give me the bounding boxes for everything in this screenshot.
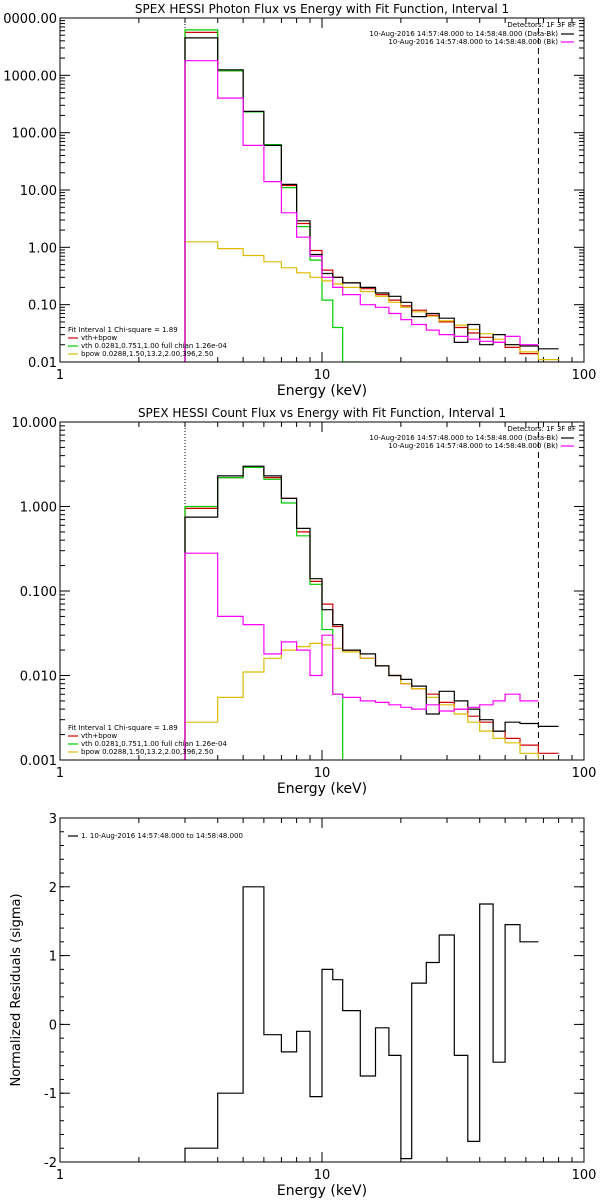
plot-area [184,422,559,760]
x-tick-label: 100 [572,1168,597,1183]
x-tick-label: 1 [56,368,64,383]
x-tick-label: 10 [314,766,331,781]
chart-title: SPEX HESSI Count Flux vs Energy with Fit… [138,406,506,420]
legend-left-text: vth+bpow [81,732,117,740]
series-bk-line [184,552,539,760]
y-tick-label: 3 [49,812,57,827]
series-data-bk-line [184,37,559,362]
y-tick-label: 10.000 [12,416,58,431]
y-tick-label: 0000.00 [3,12,57,27]
y-tick-label: 1 [49,950,57,965]
x-tick-label: 100 [572,368,597,383]
series-1-10-aug-2016-14-57-48-000-to-14-58-48-000-line [184,886,539,1162]
y-ticks [60,17,584,363]
x-axis-label: Energy (keV) [277,383,367,399]
legend-left-text: Fit Interval 1 Chi-square = 1.89 [68,724,178,732]
detectors-label: Detectors: 1F 3F 8F [507,21,576,29]
y-tick-label: 1000.00 [3,69,57,84]
y-tick-label: 1.00 [28,241,57,256]
y-tick-label: -2 [44,1156,57,1171]
series-vth-line [184,29,361,362]
x-ticks [59,818,573,1162]
legend-left-text: 1. 10-Aug-2016 14:57:48.000 to 14:58:48.… [81,832,243,840]
y-tick-label: 0.010 [20,670,57,685]
x-tick-label: 10 [314,368,331,383]
chart-title: SPEX HESSI Photon Flux vs Energy with Fi… [135,2,509,16]
y-axis-label: Normalized Residuals (sigma) [9,893,24,1086]
legend-left-text: bpow 0.0288,1.50,13.2,2.00,396,2.50 [81,350,213,358]
x-ticks [59,18,573,362]
series-vth-line [184,466,344,760]
chart-panel-3: 1 10 100 -2 -1 0 1 2 3 Energy (keV) Normalized Res… [9,812,596,1199]
y-tick-label: 1.000 [20,501,57,516]
series-data-bk-line [184,465,559,760]
y-tick-label: -1 [44,1087,57,1102]
legend-right-text: 10-Aug-2016 14:57:48.000 to 14:58:48.000… [388,38,558,46]
y-tick-label: 0.10 [28,299,57,314]
series-bk-line [184,60,539,362]
chart-panel-1: SPEX HESSI Photon Flux vs Energy with Fi… [3,2,596,399]
y-tick-label: 0 [49,1018,57,1033]
legend-right-text: 10-Aug-2016 14:57:48.000 to 14:58:48.000… [369,30,558,38]
series-vth-bpow-line [184,466,559,760]
series-vth-bpow-line [184,31,539,362]
legend-left-text: vth 0.0281,0.751,1.00 full chian 1.26e-0… [81,342,227,350]
plot-area [184,18,559,362]
plot-frame [59,17,585,363]
x-ticks [59,422,573,760]
x-tick-label: 1 [56,1168,64,1183]
legend-right-text: 10-Aug-2016 14:57:48.000 to 14:58:48.000… [369,434,558,442]
chart-panel-2: SPEX HESSI Count Flux vs Energy with Fit… [12,406,597,797]
y-tick-label: 2 [49,881,57,896]
x-axis-label: Energy (keV) [277,781,367,797]
x-tick-label: 1 [56,766,64,781]
y-tick-label: 100.00 [12,127,58,142]
series-bpow-line [184,642,559,760]
y-tick-label: 0.01 [28,356,57,371]
series-bpow-line [184,241,559,362]
detectors-label: Detectors: 1F 3F 8F [507,425,576,433]
legend-left-text: Fit Interval 1 Chi-square = 1.89 [68,326,178,334]
legend-right-text: 10-Aug-2016 14:57:48.000 to 14:58:48.000… [388,442,558,450]
plot-area [184,886,539,1162]
y-tick-label: 0.100 [20,585,57,600]
y-tick-label: 10.00 [20,184,57,199]
legend-left-text: vth+bpow [81,334,117,342]
legend-left-text: vth 0.0281,0.751,1.00 full chian 1.26e-0… [81,740,227,748]
plot-frame [59,817,585,1163]
x-tick-label: 100 [572,766,597,781]
y-tick-label: 0.001 [20,754,57,769]
x-axis-label: Energy (keV) [277,1183,367,1199]
plot-frame [59,421,585,761]
legend-left-text: bpow 0.0288,1.50,13.2,2.00,396,2.50 [81,748,213,756]
x-tick-label: 10 [314,1168,331,1183]
